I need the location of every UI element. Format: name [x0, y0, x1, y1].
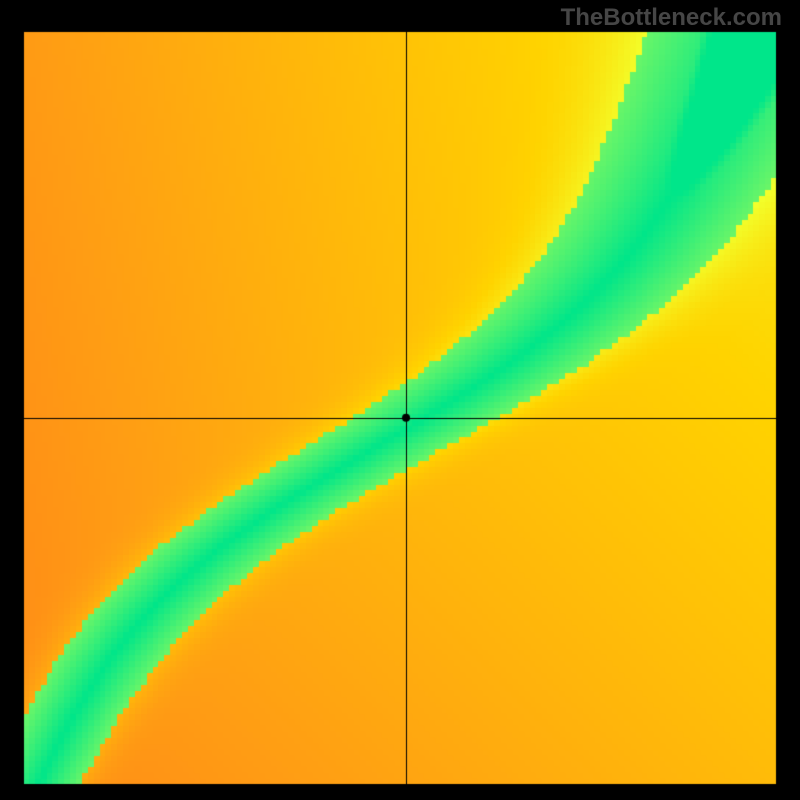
heatmap-canvas — [0, 0, 800, 800]
figure-container: TheBottleneck.com — [0, 0, 800, 800]
